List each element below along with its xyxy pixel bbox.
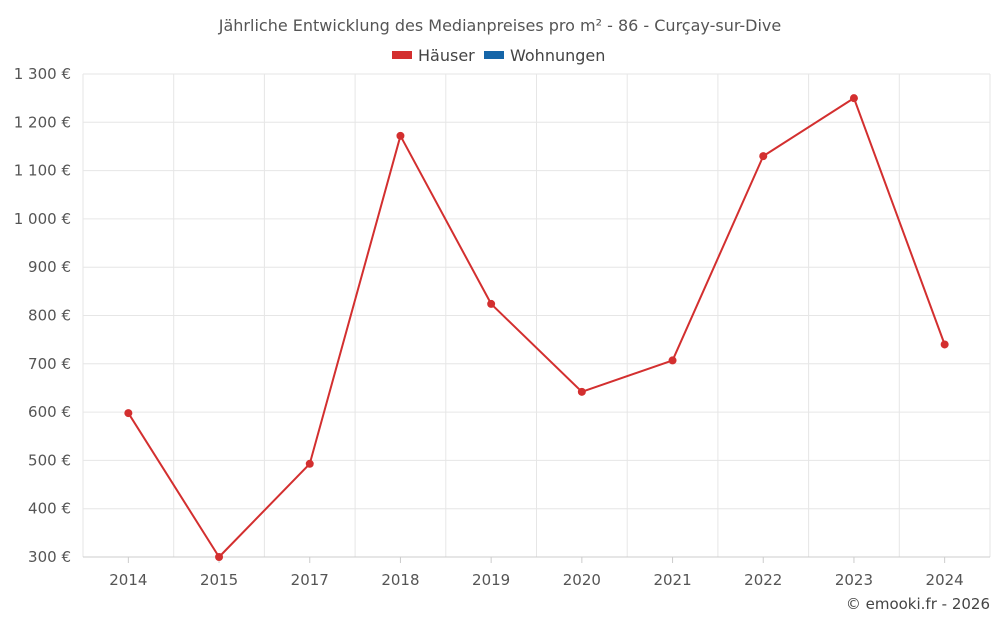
x-tick-label: 2015 [200,571,238,589]
legend-label-wohnungen: Wohnungen [510,46,605,65]
x-tick-label: 2018 [381,571,419,589]
legend-item-haeuser[interactable]: Häuser [392,46,475,65]
series-line [127,97,946,558]
y-tick-label: 1 000 € [14,210,71,228]
grid [82,73,991,558]
legend-swatch-haeuser [392,51,412,59]
credit: © emooki.fr - 2026 [846,595,990,613]
legend: Häuser Wohnungen [392,46,605,65]
x-tick-label: 2022 [744,571,782,589]
data-point[interactable] [487,299,496,308]
chart-title: Jährliche Entwicklung des Medianpreises … [218,16,781,35]
y-tick-label: 700 € [28,355,71,373]
x-tick-label: 2017 [291,571,329,589]
x-tick-label: 2021 [653,571,691,589]
data-point[interactable] [668,356,677,365]
y-tick-label: 300 € [28,548,71,566]
data-point[interactable] [759,152,768,161]
series-haeuser [124,94,949,561]
data-point[interactable] [215,553,224,561]
data-point[interactable] [577,387,586,396]
data-point[interactable] [849,94,858,103]
legend-label-haeuser: Häuser [418,46,475,65]
x-tick-label: 2019 [472,571,510,589]
legend-swatch-wohnungen [484,51,504,59]
y-tick-label: 400 € [28,500,71,518]
x-tick-label: 2014 [109,571,147,589]
data-point[interactable] [940,340,949,349]
y-tick-label: 800 € [28,307,71,325]
data-point[interactable] [396,131,405,140]
y-tick-label: 500 € [28,451,71,469]
y-tick-label: 1 300 € [14,65,71,83]
x-tick-label: 2024 [926,571,964,589]
y-tick-label: 900 € [28,258,71,276]
data-point[interactable] [124,409,133,418]
y-tick-label: 600 € [28,403,71,421]
legend-item-wohnungen[interactable]: Wohnungen [484,46,605,65]
y-tick-label: 1 200 € [14,113,71,131]
y-tick-label: 1 100 € [14,162,71,180]
x-tick-label: 2023 [835,571,873,589]
data-point[interactable] [305,459,314,468]
x-axis: 2014 2015 2017 2018 2019 2020 2021 2022 2023 2024 [83,556,990,589]
y-axis: 300 € 400 € 500 € 600 € 700 € 800 € 900 € 1 000… [14,65,71,566]
x-tick-label: 2020 [563,571,601,589]
